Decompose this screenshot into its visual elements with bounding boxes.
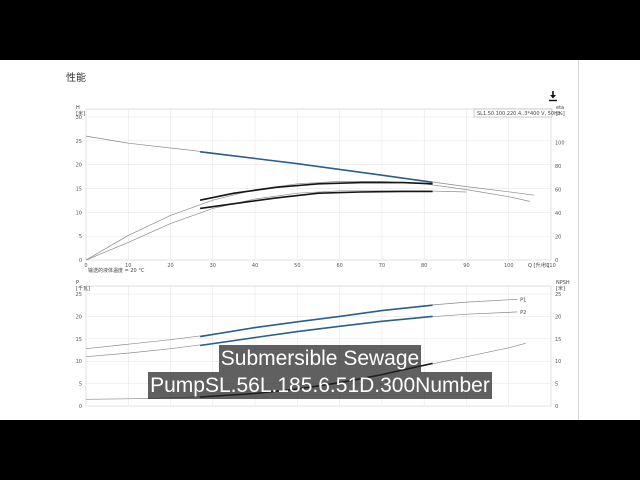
caption-line-1: Submersible Sewage: [218, 345, 422, 372]
chart-2-left-top-label: P: [76, 280, 79, 286]
chart-1-grid: [85, 109, 552, 261]
left-tick-label: 0: [79, 258, 82, 264]
series-label-p2: P2: [520, 310, 526, 316]
chart-2-left-unit: [千瓦]: [76, 285, 90, 292]
left-tick-label: 5: [79, 382, 82, 388]
chart-1-right-top-label: eta: [556, 105, 564, 111]
left-tick-label: 15: [76, 187, 82, 193]
series-p2-operating: [199, 315, 433, 347]
series-curve-operating: [200, 151, 433, 184]
chart-2-right-unit: [米]: [556, 285, 565, 292]
video-caption: Submersible Sewage PumpSL.56L.185.6.51D.…: [0, 345, 640, 399]
right-tick-label: 25: [555, 292, 561, 298]
right-tick-label: 5: [555, 382, 558, 388]
series-p1-operating: [199, 304, 433, 338]
section-title: 性能: [66, 73, 86, 84]
left-tick-label: 5: [79, 234, 82, 240]
x-tick-label: 60: [336, 263, 342, 269]
chart-1-left-top-label: H: [76, 105, 80, 111]
right-tick-label: 20: [555, 314, 561, 320]
x-tick-label: 30: [210, 263, 216, 269]
left-tick-label: 10: [76, 359, 82, 365]
x-tick-label: 100: [504, 263, 514, 269]
chart-1-series: [85, 135, 535, 261]
legend-box-text: SL1.50.100.220.4..3*400 V, 50Hz: [477, 111, 561, 117]
x-tick-label: 70: [379, 263, 385, 269]
temperature-note: 输送的液体温度 = 20 °C: [88, 267, 145, 274]
x-tick-label: 50: [294, 263, 300, 269]
right-tick-label: 60: [555, 188, 561, 194]
x-tick-label: 40: [252, 263, 258, 269]
caption-line-2: PumpSL.56L.185.6.51D.300Number: [148, 372, 492, 399]
chart-1-x-axis-label: Q [升/秒]: [528, 262, 549, 269]
left-tick-label: 15: [76, 337, 82, 343]
performance-panel: 性能 0 5 10 15 20 25 30 0 20 40 60 80 100 0 10 20 30 40 50 60…: [0, 60, 640, 420]
right-tick-label: 15: [555, 337, 561, 343]
page-divider: [578, 60, 579, 420]
x-tick-label: 0: [84, 263, 87, 269]
right-tick-label: 80: [555, 164, 561, 170]
legend-box-frame: [473, 108, 553, 118]
left-tick-label: 25: [76, 292, 82, 298]
left-tick-label: 30: [76, 115, 82, 121]
right-tick-label: 100: [555, 141, 565, 147]
chart-2-right-top-label: NPSH: [556, 280, 570, 286]
series-curve-thick: [199, 181, 433, 201]
right-tick-label: 0: [555, 258, 558, 264]
left-tick-label: 10: [76, 210, 82, 216]
left-tick-label: 20: [76, 163, 82, 169]
chart-2-series-labels: P1 P2: [520, 297, 526, 316]
right-tick-label: 10: [555, 359, 561, 365]
right-tick-label: 20: [555, 235, 561, 241]
x-tick-label: 110: [546, 263, 556, 269]
x-tick-label: 20: [167, 263, 173, 269]
left-tick-label: 0: [79, 404, 82, 410]
chart-1-left-unit: [米]: [76, 110, 85, 117]
x-tick-label: 80: [421, 263, 427, 269]
left-tick-label: 20: [76, 314, 82, 320]
right-tick-label: 40: [555, 211, 561, 217]
left-tick-label: 25: [76, 139, 82, 145]
x-tick-label: 90: [463, 263, 469, 269]
series-label-p1: P1: [520, 297, 526, 303]
download-icon[interactable]: [547, 90, 559, 102]
series-curve-thin: [85, 181, 530, 261]
chart-2-tick-labels: 0 5 10 15 20 25 0 5 10 15 20 25: [76, 292, 562, 410]
right-tick-label: 0: [555, 404, 558, 410]
x-tick-label: 10: [125, 263, 131, 269]
series-curve-thick: [199, 190, 433, 210]
chart-1-right-unit: [%]: [556, 111, 565, 117]
chart-1-tick-labels: 0 5 10 15 20 25 30 0 20 40 60 80 100 0 10 20 30 40 50 60 70 8…: [76, 115, 565, 269]
